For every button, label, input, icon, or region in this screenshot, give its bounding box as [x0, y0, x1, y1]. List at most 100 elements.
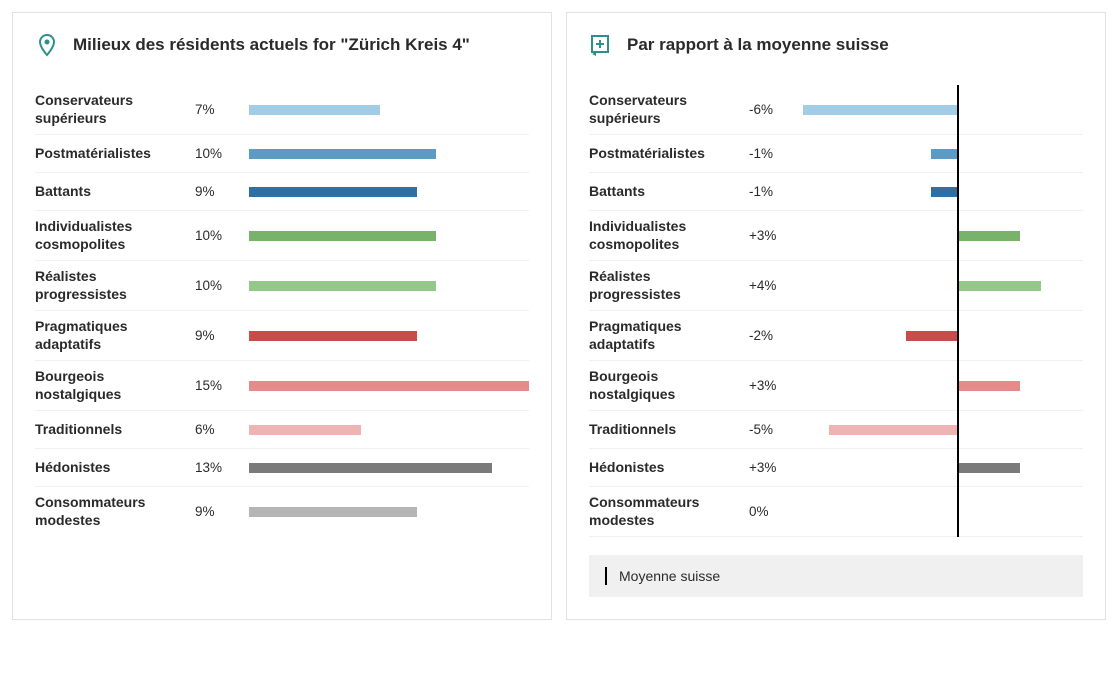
- row-label: Pragmatiques adaptatifs: [589, 318, 749, 353]
- location-pin-icon: [35, 33, 59, 57]
- row-value: 0%: [749, 504, 793, 519]
- chart-row: Hédonistes+3%: [589, 449, 1083, 487]
- panel-title-left: Milieux des résidents actuels for "Züric…: [73, 35, 470, 55]
- row-label: Consommateurs modestes: [35, 494, 195, 529]
- panel-header-right: Par rapport à la moyenne suisse: [589, 33, 1083, 57]
- row-bar-area: [803, 381, 1083, 391]
- bar: [249, 187, 417, 197]
- bar: [249, 381, 529, 391]
- row-label: Battants: [35, 183, 195, 201]
- row-bar-area: [249, 105, 529, 115]
- row-label: Postmatérialistes: [589, 145, 749, 163]
- row-bar-area: [249, 425, 529, 435]
- chart-row: Bourgeois nostalgiques+3%: [589, 361, 1083, 411]
- panel-title-right: Par rapport à la moyenne suisse: [627, 35, 889, 55]
- row-value: 10%: [195, 228, 239, 243]
- chart-row: Battants9%: [35, 173, 529, 211]
- panel-compare: Par rapport à la moyenne suisse Conserva…: [566, 12, 1106, 620]
- chart-row: Réalistes progressistes10%: [35, 261, 529, 311]
- legend: Moyenne suisse: [589, 555, 1083, 597]
- chart-row: Traditionnels6%: [35, 411, 529, 449]
- bar: [249, 231, 436, 241]
- row-value: +4%: [749, 278, 793, 293]
- bar: [829, 425, 957, 435]
- chart-row: Postmatérialistes10%: [35, 135, 529, 173]
- legend-axis-mark: [605, 567, 607, 585]
- row-bar-area: [249, 281, 529, 291]
- chart-row: Pragmatiques adaptatifs9%: [35, 311, 529, 361]
- row-label: Consommateurs modestes: [589, 494, 749, 529]
- panel-header-left: Milieux des résidents actuels for "Züric…: [35, 33, 529, 57]
- bar: [931, 149, 957, 159]
- zero-axis: [957, 85, 959, 537]
- row-bar-area: [249, 187, 529, 197]
- row-value: +3%: [749, 460, 793, 475]
- legend-label: Moyenne suisse: [619, 568, 720, 584]
- row-bar-area: [803, 331, 1083, 341]
- compare-diverging-chart: Conservateurs supérieurs-6%Postmatériali…: [589, 85, 1083, 537]
- row-bar-area: [803, 425, 1083, 435]
- bar: [249, 463, 492, 473]
- row-bar-area: [249, 149, 529, 159]
- row-label: Battants: [589, 183, 749, 201]
- row-value: 9%: [195, 328, 239, 343]
- row-value: 10%: [195, 278, 239, 293]
- chart-row: Bourgeois nostalgiques15%: [35, 361, 529, 411]
- row-value: 15%: [195, 378, 239, 393]
- row-value: 7%: [195, 102, 239, 117]
- row-value: 6%: [195, 422, 239, 437]
- row-bar-area: [249, 231, 529, 241]
- row-bar-area: [803, 463, 1083, 473]
- row-value: 13%: [195, 460, 239, 475]
- chart-row: Consommateurs modestes0%: [589, 487, 1083, 537]
- chart-row: Consommateurs modestes9%: [35, 487, 529, 536]
- chart-row: Individualistes cosmopolites10%: [35, 211, 529, 261]
- row-bar-area: [803, 149, 1083, 159]
- row-value: +3%: [749, 378, 793, 393]
- row-label: Bourgeois nostalgiques: [589, 368, 749, 403]
- chart-row: Conservateurs supérieurs7%: [35, 85, 529, 135]
- chart-row: Traditionnels-5%: [589, 411, 1083, 449]
- row-bar-area: [803, 231, 1083, 241]
- row-label: Conservateurs supérieurs: [35, 92, 195, 127]
- row-bar-area: [803, 187, 1083, 197]
- row-bar-area: [249, 463, 529, 473]
- bar: [249, 105, 380, 115]
- bar: [957, 231, 1020, 241]
- bar: [931, 187, 957, 197]
- row-value: -2%: [749, 328, 793, 343]
- chart-row: Hédonistes13%: [35, 449, 529, 487]
- row-bar-area: [803, 105, 1083, 115]
- row-value: +3%: [749, 228, 793, 243]
- row-label: Individualistes cosmopolites: [35, 218, 195, 253]
- row-value: -6%: [749, 102, 793, 117]
- bar: [249, 281, 436, 291]
- row-value: 10%: [195, 146, 239, 161]
- bar: [249, 507, 417, 517]
- row-label: Réalistes progressistes: [35, 268, 195, 303]
- row-label: Traditionnels: [35, 421, 195, 439]
- bar: [249, 149, 436, 159]
- row-label: Conservateurs supérieurs: [589, 92, 749, 127]
- bar: [803, 105, 957, 115]
- row-bar-area: [249, 381, 529, 391]
- row-label: Bourgeois nostalgiques: [35, 368, 195, 403]
- chart-row: Battants-1%: [589, 173, 1083, 211]
- row-label: Hédonistes: [589, 459, 749, 477]
- row-bar-area: [803, 281, 1083, 291]
- row-value: -5%: [749, 422, 793, 437]
- chart-row: Pragmatiques adaptatifs-2%: [589, 311, 1083, 361]
- row-value: 9%: [195, 504, 239, 519]
- bar: [249, 331, 417, 341]
- row-label: Individualistes cosmopolites: [589, 218, 749, 253]
- chart-row: Conservateurs supérieurs-6%: [589, 85, 1083, 135]
- chart-row: Postmatérialistes-1%: [589, 135, 1083, 173]
- bar: [957, 463, 1020, 473]
- row-bar-area: [249, 331, 529, 341]
- row-label: Postmatérialistes: [35, 145, 195, 163]
- row-value: -1%: [749, 184, 793, 199]
- row-bar-area: [249, 507, 529, 517]
- compare-plus-icon: [589, 33, 613, 57]
- bar: [249, 425, 361, 435]
- row-bar-area: [803, 507, 1083, 517]
